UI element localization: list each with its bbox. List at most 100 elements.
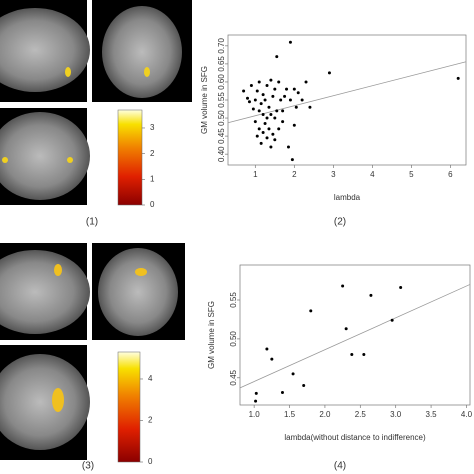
- point: [271, 132, 275, 136]
- colorbar-tick-label: 3: [150, 123, 155, 132]
- y-axis-label: GM volume in SFG: [207, 301, 216, 369]
- x-tick-label: 2.0: [319, 410, 331, 419]
- point: [399, 286, 403, 290]
- point: [292, 87, 296, 91]
- x-tick-label: 4: [370, 170, 375, 179]
- y-tick-label: 0.40: [217, 146, 226, 162]
- x-tick-label: 5: [409, 170, 414, 179]
- y-tick-label: 0.55: [217, 92, 226, 108]
- colorbar-tick-label: 2: [148, 416, 153, 425]
- point: [390, 318, 394, 322]
- plot-frame: [239, 264, 471, 406]
- point: [265, 347, 269, 351]
- point: [259, 141, 263, 145]
- point: [253, 98, 257, 102]
- point: [257, 109, 261, 113]
- panel-label: (1): [86, 217, 98, 228]
- point: [270, 357, 274, 361]
- point: [263, 98, 267, 102]
- x-tick-label: 3.5: [426, 410, 438, 419]
- point: [261, 131, 265, 134]
- point: [254, 391, 258, 395]
- colorbar-tick-label: 2: [150, 149, 155, 158]
- point: [247, 100, 251, 104]
- point: [280, 391, 284, 395]
- colorbar-tick-label: 0: [150, 200, 155, 209]
- x-tick-label: 6: [448, 170, 453, 179]
- point: [257, 127, 261, 131]
- point: [277, 80, 281, 84]
- point: [344, 327, 348, 331]
- point: [275, 55, 279, 59]
- point: [283, 94, 287, 98]
- point: [302, 384, 306, 388]
- point: [267, 105, 271, 109]
- point: [308, 105, 312, 109]
- point: [327, 71, 331, 75]
- point: [288, 98, 292, 102]
- y-axis-label: GM volume in SFG: [200, 66, 209, 134]
- x-tick-label: 2: [292, 170, 297, 179]
- y-tick-label: 0.45: [229, 369, 238, 385]
- point: [290, 158, 294, 162]
- point: [275, 109, 279, 113]
- x-tick-label: 3: [331, 170, 336, 179]
- point: [265, 116, 269, 120]
- y-tick-label: 0.65: [217, 56, 226, 72]
- point: [261, 93, 265, 97]
- x-axis-label: lambda(without distance to indifference): [284, 433, 426, 442]
- point: [265, 136, 269, 140]
- point: [257, 80, 261, 84]
- point: [309, 309, 313, 313]
- point: [254, 399, 258, 403]
- point: [277, 127, 281, 131]
- point: [285, 87, 289, 91]
- trend-line: [239, 284, 471, 389]
- y-tick-label: 0.60: [217, 74, 226, 90]
- point: [279, 98, 283, 102]
- x-tick-label: 1.0: [249, 410, 261, 419]
- point: [281, 109, 285, 113]
- trend-line: [227, 61, 467, 124]
- colorbar-tick-label: 4: [148, 374, 153, 383]
- point: [259, 102, 263, 106]
- point: [269, 78, 273, 82]
- point: [263, 121, 267, 125]
- colorbar-tick-label: 1: [150, 174, 155, 183]
- point: [273, 116, 277, 120]
- point: [246, 96, 250, 100]
- point: [292, 123, 296, 127]
- point: [281, 120, 285, 124]
- point: [273, 87, 277, 91]
- point: [269, 112, 273, 116]
- panel-label: (3): [82, 461, 94, 472]
- x-tick-label: 1.5: [284, 410, 296, 419]
- point: [362, 352, 366, 356]
- point: [249, 84, 253, 88]
- point: [265, 84, 269, 88]
- point: [253, 120, 257, 124]
- point: [273, 138, 277, 142]
- point: [251, 107, 255, 111]
- point: [304, 80, 308, 84]
- point: [269, 145, 273, 149]
- colorbar-tick-label: 0: [148, 457, 153, 466]
- panel-label: (2): [334, 217, 346, 228]
- panel-label: (4): [334, 461, 346, 472]
- point: [296, 91, 300, 95]
- point: [288, 40, 292, 44]
- y-tick-label: 0.55: [229, 292, 238, 308]
- brain-images: [0, 0, 192, 463]
- x-tick-label: 1: [253, 170, 258, 179]
- x-tick-label: 4.0: [461, 410, 473, 419]
- y-tick-label: 0.50: [229, 331, 238, 347]
- x-axis-label: lambda: [334, 193, 361, 202]
- point: [341, 284, 345, 288]
- y-tick-label: 0.45: [217, 128, 226, 144]
- point: [456, 76, 460, 80]
- x-tick-label: 2.5: [355, 410, 367, 419]
- point: [255, 89, 259, 93]
- point: [242, 89, 246, 93]
- x-tick-label: 3.0: [390, 410, 402, 419]
